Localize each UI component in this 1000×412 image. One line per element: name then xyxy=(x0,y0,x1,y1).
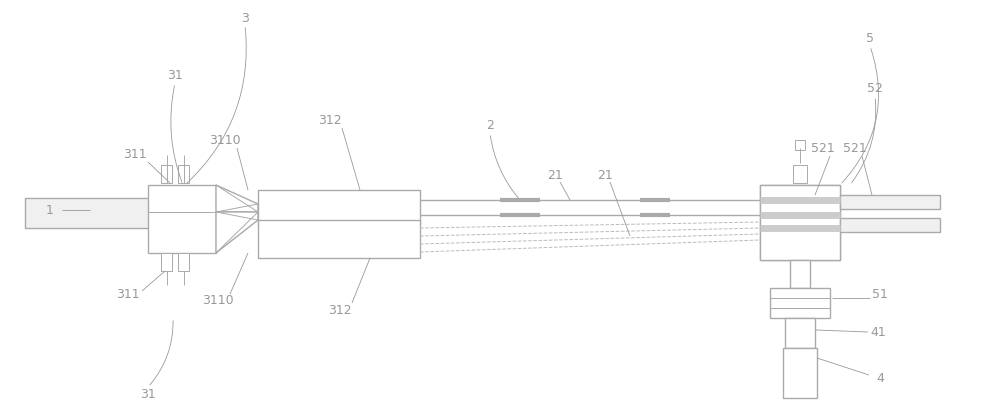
Bar xyxy=(840,195,940,209)
Bar xyxy=(258,190,420,225)
Text: 31: 31 xyxy=(167,68,183,82)
Text: 521: 521 xyxy=(811,141,835,154)
Text: 312: 312 xyxy=(328,304,352,316)
Bar xyxy=(161,165,172,183)
Bar xyxy=(178,165,189,183)
Text: 4: 4 xyxy=(876,372,884,384)
Text: 312: 312 xyxy=(318,113,342,126)
Bar xyxy=(840,218,940,232)
Text: 31: 31 xyxy=(140,389,156,402)
Text: 2: 2 xyxy=(486,119,494,131)
Text: 521: 521 xyxy=(843,141,867,154)
Bar xyxy=(790,260,810,288)
Text: 51: 51 xyxy=(872,288,888,302)
Text: 311: 311 xyxy=(116,288,140,302)
Polygon shape xyxy=(216,185,258,212)
Bar xyxy=(148,185,216,253)
Text: 3: 3 xyxy=(241,12,249,24)
Polygon shape xyxy=(216,212,258,253)
Bar xyxy=(795,140,805,150)
Bar xyxy=(178,253,189,271)
Bar xyxy=(770,288,830,318)
Text: 21: 21 xyxy=(597,169,613,182)
Text: 3110: 3110 xyxy=(209,133,241,147)
Text: 311: 311 xyxy=(123,148,147,162)
Text: 3110: 3110 xyxy=(202,293,234,307)
Bar xyxy=(785,318,815,348)
Bar xyxy=(161,253,172,271)
Bar xyxy=(783,348,817,398)
Bar xyxy=(793,165,807,183)
Text: 5: 5 xyxy=(866,31,874,44)
Text: 21: 21 xyxy=(547,169,563,182)
Text: 41: 41 xyxy=(870,325,886,339)
Bar xyxy=(25,198,185,228)
Text: 1: 1 xyxy=(46,204,54,216)
Bar xyxy=(760,185,840,260)
Text: 52: 52 xyxy=(867,82,883,94)
Bar xyxy=(258,220,420,258)
Bar xyxy=(760,185,840,260)
